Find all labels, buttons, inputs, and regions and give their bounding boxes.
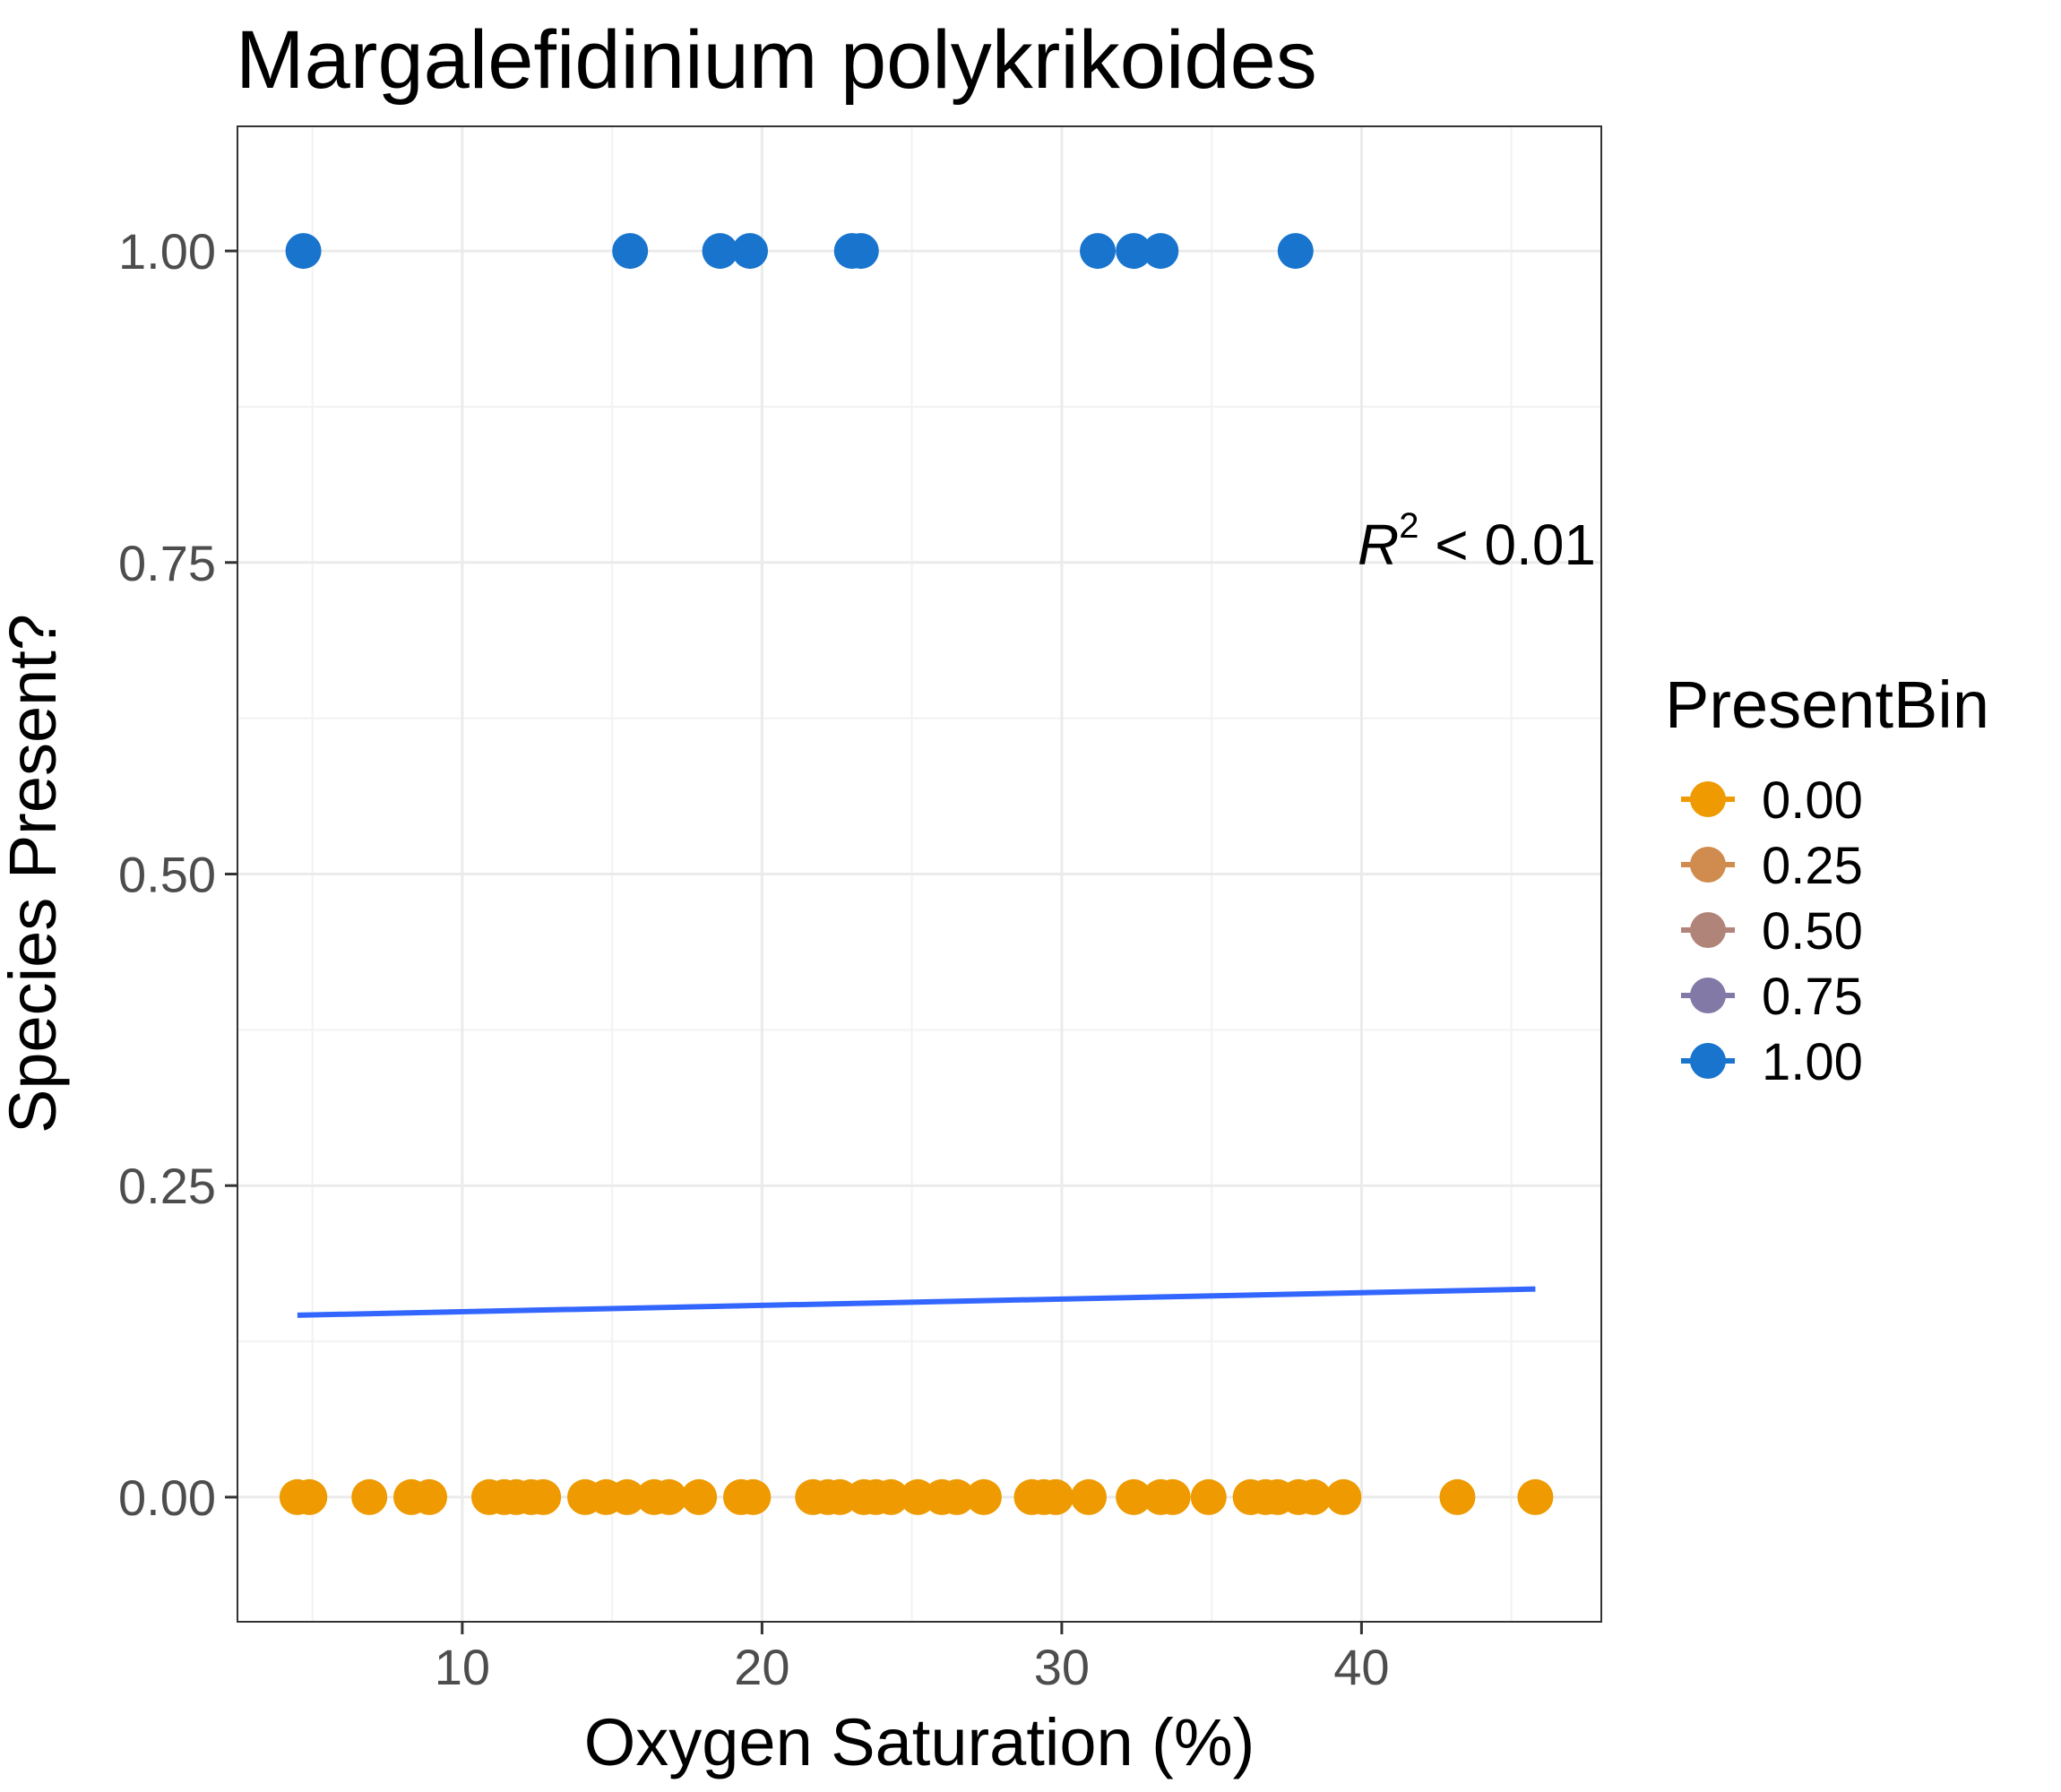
y-tick-label: 0.00 [118, 1469, 216, 1526]
legend-label: 0.50 [1762, 902, 1863, 961]
y-tick-label: 0.25 [118, 1158, 216, 1214]
data-point [965, 1478, 1002, 1515]
x-tick-label: 10 [435, 1639, 490, 1695]
legend-key-point [1690, 912, 1726, 948]
y-axis-title: Species Present? [0, 614, 70, 1133]
legend-label: 0.00 [1762, 771, 1863, 830]
x-tick-label: 40 [1333, 1639, 1389, 1695]
legend: PresentBin 0.00 0.25 0.50 0.75 1.00 [1665, 668, 1989, 1091]
data-point [735, 1478, 772, 1515]
legend-key-point [1690, 781, 1726, 817]
x-axis-title: Oxygen Saturation (%) [584, 1705, 1255, 1779]
data-point [1325, 1478, 1362, 1515]
data-point [1080, 233, 1117, 270]
y-tick-label: 0.50 [118, 847, 216, 903]
data-point [651, 1478, 687, 1515]
data-point [1143, 233, 1179, 270]
y-tick-label: 1.00 [118, 223, 216, 280]
x-tick-label: 30 [1034, 1639, 1090, 1695]
data-point [608, 1478, 645, 1515]
r-symbol: R [1358, 513, 1399, 577]
legend-label: 0.25 [1762, 837, 1863, 895]
plot-panel [237, 125, 1602, 1623]
legend-key-point [1690, 847, 1726, 883]
data-points [279, 233, 1554, 1515]
data-point [732, 233, 769, 270]
data-point [1070, 1478, 1107, 1515]
data-point [873, 1478, 910, 1515]
data-point [702, 233, 738, 270]
data-point [681, 1478, 718, 1515]
legend-item: 0.75 [1681, 968, 1863, 1026]
legend-entries: 0.00 0.25 0.50 0.75 1.00 [1681, 771, 1863, 1091]
fit-line [297, 1286, 1536, 1318]
data-point [1154, 1478, 1191, 1515]
legend-label: 0.75 [1762, 968, 1863, 1026]
legend-item: 0.50 [1681, 902, 1863, 961]
legend-title: PresentBin [1665, 668, 1989, 742]
y-axis-ticks: 0.00 0.25 0.50 0.75 1.00 [118, 223, 237, 1526]
data-point [351, 1478, 388, 1515]
data-point [612, 233, 649, 270]
legend-item: 1.00 [1681, 1033, 1863, 1091]
data-point [1295, 1478, 1332, 1515]
legend-item: 0.25 [1681, 837, 1863, 895]
legend-item: 0.00 [1681, 771, 1863, 830]
data-point [1277, 233, 1314, 270]
chart-title: Margalefidinium polykrikoides [236, 14, 1317, 106]
data-point [842, 233, 879, 270]
data-point [1517, 1478, 1554, 1515]
data-point [938, 1478, 975, 1515]
x-axis-ticks: 10 20 30 40 [435, 1622, 1390, 1695]
x-tick-label: 20 [734, 1639, 789, 1695]
legend-label: 1.00 [1762, 1033, 1863, 1091]
data-point [1038, 1478, 1074, 1515]
r-superscript: 2 [1399, 506, 1419, 546]
data-point [525, 1478, 562, 1515]
data-point [1190, 1478, 1227, 1515]
r-value: < 0.01 [1419, 513, 1597, 577]
y-tick-label: 0.75 [118, 535, 216, 591]
data-point [1116, 233, 1152, 270]
data-point [1116, 1478, 1152, 1515]
data-point [291, 1478, 328, 1515]
data-point [1439, 1478, 1476, 1515]
data-point [411, 1478, 448, 1515]
legend-key-point [1690, 1043, 1726, 1079]
r-squared-annotation: R2 < 0.01 [1358, 506, 1596, 577]
legend-key-point [1690, 978, 1726, 1013]
data-point [285, 233, 322, 270]
